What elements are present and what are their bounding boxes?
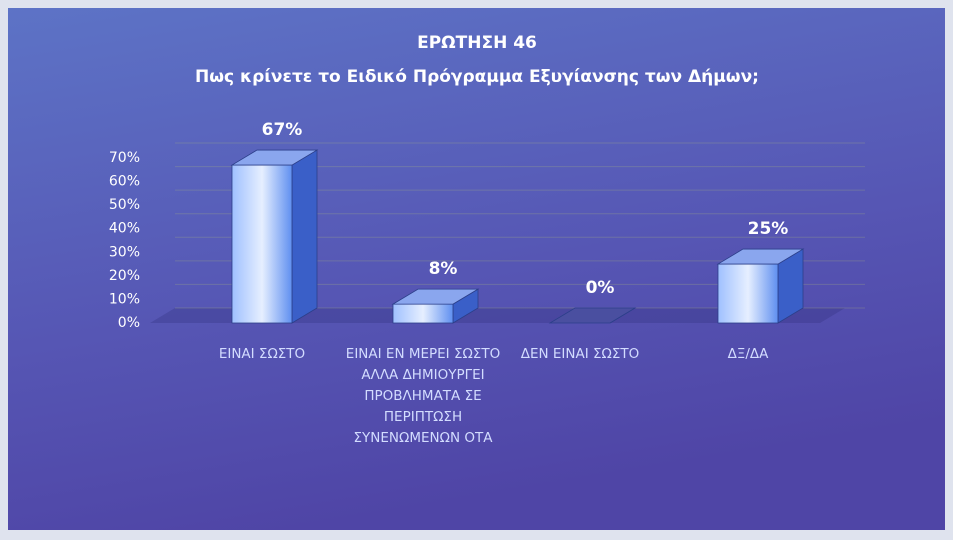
chart-title: ΕΡΩΤΗΣΗ 46 [417, 33, 537, 53]
y-tick-label: 50% [109, 197, 140, 213]
x-tick-label: ΕΙΝΑΙ ΣΩΣΤΟ [218, 346, 306, 362]
bar [230, 149, 319, 324]
bar-top [716, 248, 805, 265]
y-tick-label: 60% [109, 174, 140, 190]
bar-front [392, 303, 454, 324]
x-tick-label: ΔΕΝ ΕΙΝΑΙ ΣΩΣΤΟ [520, 346, 640, 362]
bar [716, 248, 805, 324]
y-tick-label: 70% [109, 150, 140, 166]
y-tick-label: 30% [109, 244, 140, 260]
x-tick-label: ΔΞ/ΔΑ [727, 346, 769, 362]
x-tick-label: ΕΙΝΑΙ ΕΝ ΜΕΡΕΙ ΣΩΣΤΟ ΑΛΛΑ ΔΗΜΙΟΥΡΓΕΙ ΠΡΟ… [345, 346, 501, 446]
bar-front [231, 164, 293, 324]
bar-top [230, 149, 319, 166]
value-label: 8% [429, 259, 458, 279]
floor [150, 308, 845, 323]
y-tick-label: 10% [109, 291, 140, 307]
y-tick-label: 0% [118, 315, 140, 331]
bar-top [548, 307, 637, 324]
bar [548, 307, 637, 324]
value-label: 25% [748, 219, 789, 239]
bar-side [291, 149, 318, 324]
value-label: 67% [262, 120, 303, 140]
value-label: 0% [586, 278, 615, 298]
bar [391, 288, 480, 324]
y-tick-label: 40% [109, 221, 140, 237]
bar-top [391, 288, 480, 305]
y-tick-label: 20% [109, 268, 140, 284]
chart-subtitle: Πως κρίνετε το Ειδικό Πρόγραμμα Εξυγίανσ… [195, 67, 759, 87]
bar-front [717, 263, 779, 324]
